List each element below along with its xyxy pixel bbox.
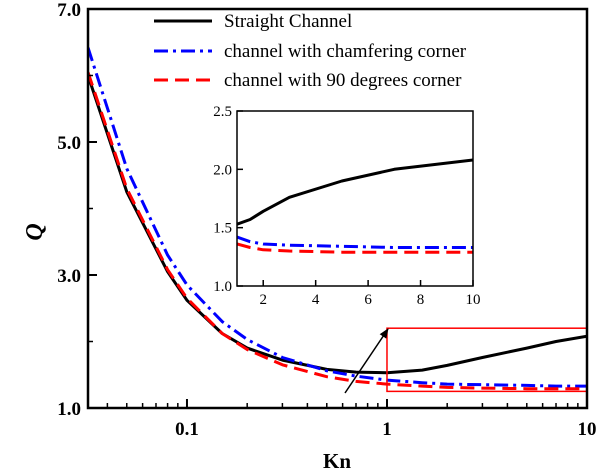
inset-background — [237, 111, 473, 286]
inset-y-tick-label: 1.0 — [213, 279, 232, 295]
legend-label: channel with chamfering corner — [224, 41, 467, 62]
inset-frame — [236, 110, 474, 287]
inset-series-group — [237, 158, 473, 254]
y-axis-title: Q — [22, 223, 48, 240]
inset-series-line-channel-with-chamfering-corner — [237, 235, 473, 249]
inset-x-tick-label: 6 — [364, 292, 372, 308]
y-tick-label: 3.0 — [57, 266, 81, 287]
x-tick-label: 1 — [382, 419, 392, 440]
y-tick-label: 7.0 — [57, 0, 81, 21]
inset-x-tick-label: 10 — [466, 292, 481, 308]
main-series-group — [88, 47, 587, 391]
series-line-channel-with-chamfering-corner — [88, 47, 587, 388]
legend-label: channel with 90 degrees corner — [224, 70, 462, 91]
inset-x-tick-label: 4 — [312, 292, 320, 308]
inset-axis-ticks: 2 4 6 8 10 1.0 1.5 2.0 2.5 — [213, 104, 480, 308]
legend: Straight Channel channel with chamfering … — [154, 11, 467, 91]
series-line-channel-with-90-degrees-corner — [88, 71, 587, 391]
x-tick-label: 0.1 — [175, 419, 199, 440]
inset-x-tick-label: 8 — [417, 292, 425, 308]
y-tick-label: 5.0 — [57, 133, 81, 154]
main-axis-ticks: 0.1 1 10 1.0 3.0 5.0 7.0 — [57, 0, 596, 440]
x-tick-label: 10 — [578, 419, 597, 440]
inset-y-tick-label: 1.5 — [213, 221, 232, 237]
legend-label: Straight Channel — [224, 11, 352, 32]
x-axis-title: Kn — [323, 449, 351, 473]
inset-plot: 2 4 6 8 10 1.0 1.5 2.0 2.5 — [213, 104, 480, 308]
inset-series-line-straight-channel — [237, 158, 473, 226]
inset-y-tick-label: 2.5 — [213, 104, 232, 120]
y-tick-label: 1.0 — [57, 399, 81, 420]
zoom-arrow — [344, 328, 389, 394]
inset-series-line-channel-with-90-degrees-corner — [237, 242, 473, 254]
inset-x-tick-label: 2 — [259, 292, 267, 308]
inset-y-tick-label: 2.0 — [213, 162, 232, 178]
main-plot: 0.1 1 10 1.0 3.0 5.0 7.0 Kn Q — [22, 0, 597, 473]
